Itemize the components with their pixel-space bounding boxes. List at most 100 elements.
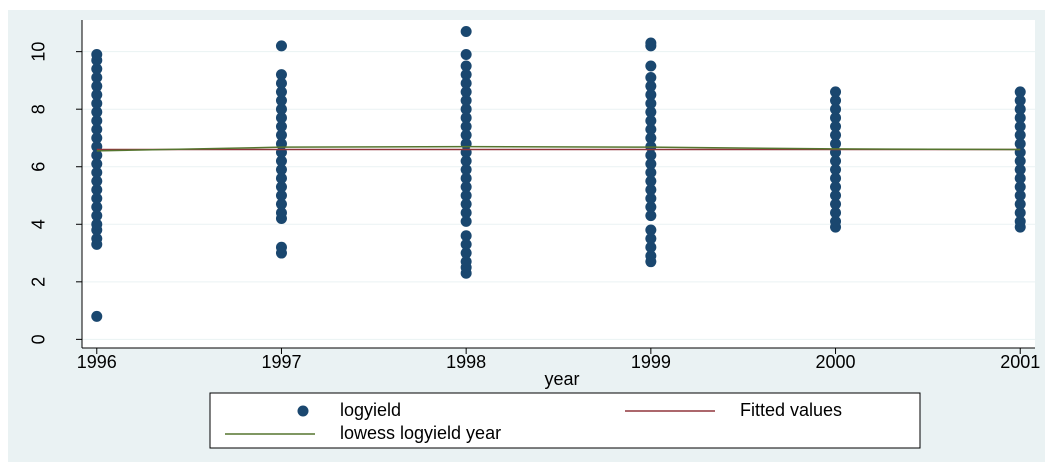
point bbox=[460, 95, 472, 107]
point bbox=[1014, 155, 1026, 167]
y-tick-label: 4 bbox=[29, 219, 49, 229]
point bbox=[460, 86, 472, 98]
point bbox=[460, 49, 472, 61]
point bbox=[460, 230, 472, 242]
point bbox=[460, 77, 472, 89]
point bbox=[91, 132, 103, 144]
point bbox=[1014, 198, 1026, 210]
point bbox=[460, 129, 472, 141]
point bbox=[460, 256, 472, 268]
x-tick-label: 1999 bbox=[631, 352, 671, 372]
point bbox=[91, 184, 103, 196]
point bbox=[91, 233, 103, 245]
point bbox=[1014, 103, 1026, 115]
point bbox=[275, 198, 287, 210]
point bbox=[275, 77, 287, 89]
point bbox=[275, 86, 287, 98]
point bbox=[275, 190, 287, 202]
point bbox=[275, 40, 287, 52]
point bbox=[830, 120, 842, 132]
point bbox=[275, 164, 287, 176]
point bbox=[460, 103, 472, 115]
point bbox=[830, 95, 842, 107]
x-tick-label: 1998 bbox=[446, 352, 486, 372]
point bbox=[645, 132, 657, 144]
point bbox=[830, 181, 842, 193]
line bbox=[96, 145, 1021, 152]
point bbox=[645, 123, 657, 135]
point bbox=[645, 224, 657, 236]
point bbox=[275, 129, 287, 141]
point bbox=[830, 112, 842, 124]
legend-label: Fitted values bbox=[740, 400, 842, 420]
point bbox=[460, 198, 472, 210]
point bbox=[275, 120, 287, 132]
point bbox=[460, 190, 472, 202]
point bbox=[91, 115, 103, 127]
y-tick-label: 10 bbox=[29, 42, 49, 62]
point bbox=[460, 26, 472, 38]
point bbox=[91, 89, 103, 101]
x-tick-label: 1996 bbox=[77, 352, 117, 372]
point bbox=[830, 172, 842, 184]
point bbox=[460, 181, 472, 193]
point bbox=[830, 86, 842, 98]
point bbox=[1014, 164, 1026, 176]
point bbox=[91, 218, 103, 230]
point bbox=[1014, 112, 1026, 124]
point bbox=[830, 138, 842, 150]
point bbox=[1014, 129, 1026, 141]
point bbox=[275, 241, 287, 253]
point bbox=[645, 106, 657, 118]
point bbox=[91, 97, 103, 109]
point bbox=[91, 175, 103, 187]
point bbox=[91, 106, 103, 118]
point bbox=[645, 89, 657, 101]
y-tick-label: 8 bbox=[29, 104, 49, 114]
point bbox=[91, 149, 103, 161]
point bbox=[91, 158, 103, 170]
point bbox=[91, 310, 103, 322]
point bbox=[460, 120, 472, 132]
point bbox=[645, 192, 657, 204]
legend-marker bbox=[297, 405, 309, 417]
point bbox=[275, 69, 287, 81]
point bbox=[460, 155, 472, 167]
point bbox=[645, 149, 657, 161]
point bbox=[645, 158, 657, 170]
legend-label: lowess logyield year bbox=[340, 423, 501, 443]
point bbox=[91, 80, 103, 92]
point bbox=[91, 72, 103, 84]
point bbox=[460, 215, 472, 227]
point bbox=[275, 181, 287, 193]
point bbox=[645, 175, 657, 187]
point bbox=[1014, 95, 1026, 107]
point bbox=[645, 37, 657, 49]
point bbox=[645, 97, 657, 109]
point bbox=[1014, 138, 1026, 150]
point bbox=[460, 164, 472, 176]
point bbox=[645, 233, 657, 245]
point bbox=[460, 60, 472, 72]
point bbox=[830, 198, 842, 210]
point bbox=[1014, 215, 1026, 227]
point bbox=[645, 166, 657, 178]
point bbox=[1014, 190, 1026, 202]
x-tick-label: 2000 bbox=[816, 352, 856, 372]
y-tick-label: 6 bbox=[29, 162, 49, 172]
point bbox=[460, 69, 472, 81]
point bbox=[275, 207, 287, 219]
point bbox=[91, 210, 103, 222]
point bbox=[830, 190, 842, 202]
point bbox=[91, 123, 103, 135]
point bbox=[645, 184, 657, 196]
point bbox=[645, 72, 657, 84]
point bbox=[460, 172, 472, 184]
point bbox=[91, 166, 103, 178]
point bbox=[91, 63, 103, 75]
point bbox=[460, 207, 472, 219]
point bbox=[275, 155, 287, 167]
point bbox=[275, 172, 287, 184]
legend-label: logyield bbox=[340, 400, 401, 420]
